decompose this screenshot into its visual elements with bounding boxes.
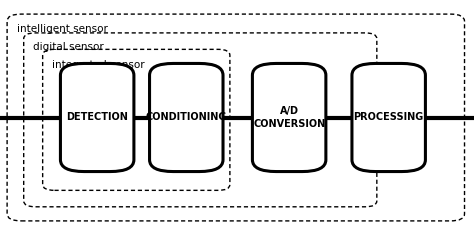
Text: digital sensor: digital sensor xyxy=(33,42,104,52)
FancyBboxPatch shape xyxy=(149,63,223,172)
FancyBboxPatch shape xyxy=(61,63,134,172)
Text: A/D
CONVERSION: A/D CONVERSION xyxy=(253,106,325,129)
FancyBboxPatch shape xyxy=(252,63,326,172)
Text: DETECTION: DETECTION xyxy=(66,113,128,122)
Text: integrated sensor: integrated sensor xyxy=(52,60,145,70)
Text: PROCESSING: PROCESSING xyxy=(354,113,424,122)
FancyBboxPatch shape xyxy=(352,63,425,172)
Text: CONDITIONING: CONDITIONING xyxy=(146,113,227,122)
Text: intelligent sensor: intelligent sensor xyxy=(17,24,108,34)
